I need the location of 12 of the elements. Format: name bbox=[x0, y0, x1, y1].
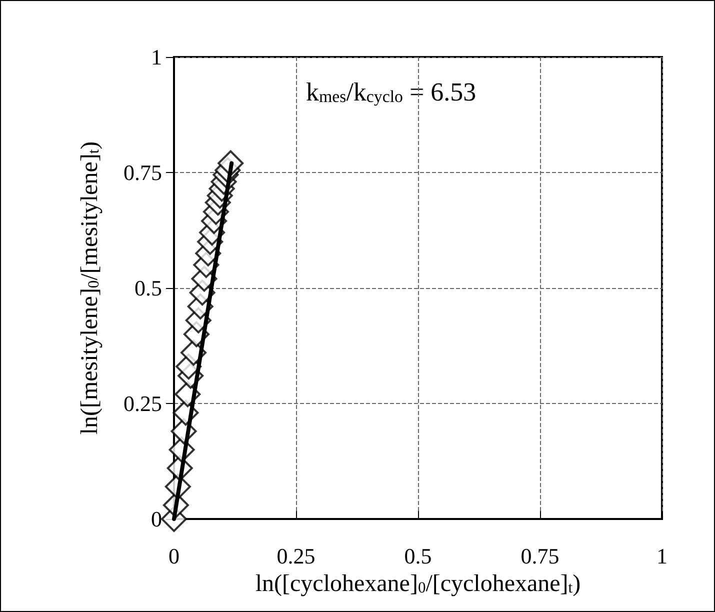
y-tick-label: 0 bbox=[151, 506, 162, 532]
x-tick-label: 0.5 bbox=[404, 544, 432, 568]
x-axis-title: ln([cyclohexane]0/[cyclohexane]t) bbox=[255, 570, 581, 597]
x-tick-label: 0 bbox=[168, 544, 180, 568]
x-tick-label: 0.25 bbox=[276, 544, 316, 568]
x-tick-label: 1 bbox=[656, 544, 668, 568]
y-tick-label: 0.75 bbox=[124, 160, 162, 185]
x-tick-label: 0.75 bbox=[520, 544, 560, 568]
y-tick-label: 0.25 bbox=[124, 391, 162, 416]
y-tick-label: 0.5 bbox=[134, 276, 162, 300]
y-tick-label: 1 bbox=[151, 44, 162, 70]
y-axis-title: ln([mesitylene]0/[mesitylene]t) bbox=[77, 141, 103, 435]
